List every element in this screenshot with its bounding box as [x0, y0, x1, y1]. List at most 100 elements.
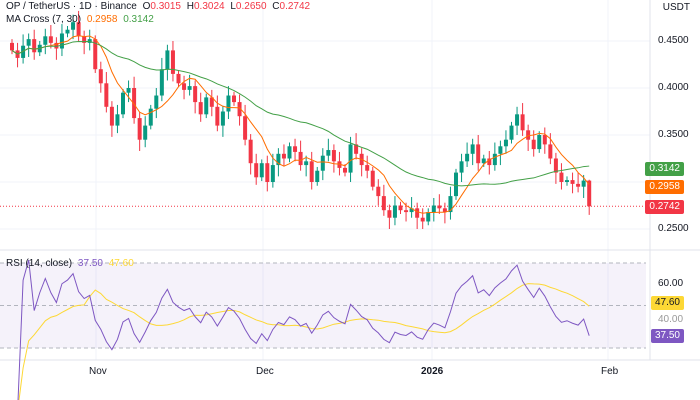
price-tick: 0.3500	[658, 129, 689, 140]
candle-body	[570, 180, 575, 184]
symbol-title: OP / TetherUS · 1D · Binance	[6, 1, 137, 12]
candle-body	[465, 153, 470, 162]
candle-body	[559, 172, 564, 182]
candle-body	[487, 158, 492, 166]
high-label: H	[186, 1, 194, 12]
candle-body	[165, 50, 170, 70]
candle-body	[365, 165, 370, 171]
candle-body	[82, 36, 87, 43]
candle-body	[354, 144, 359, 154]
candle-body	[259, 163, 264, 178]
candle-body	[204, 97, 209, 115]
candle-body	[509, 125, 514, 140]
candle-body	[76, 22, 81, 37]
candle-body	[126, 88, 131, 93]
candle-body	[315, 170, 320, 182]
candle-body	[248, 139, 253, 164]
candle-body	[182, 83, 187, 90]
candle-body	[404, 210, 409, 213]
candle-body	[553, 158, 558, 173]
candle-body	[54, 42, 59, 49]
candle-body	[498, 146, 503, 154]
time-tick: Feb	[601, 366, 619, 377]
candle-body	[32, 39, 37, 53]
candle-body	[104, 83, 109, 107]
candle-body	[132, 88, 137, 119]
candle-body	[281, 153, 286, 159]
candle-body	[420, 217, 425, 222]
candle-body	[198, 102, 203, 115]
open-value: 0.3015	[150, 1, 181, 12]
candle-body	[515, 114, 520, 126]
candle-body	[10, 42, 14, 51]
ma-fast-tag: 0.2958	[645, 180, 684, 194]
candle-body	[381, 196, 386, 211]
candle-body	[309, 161, 314, 182]
last-price-tag: 0.2742	[645, 200, 684, 214]
candle-body	[215, 106, 220, 126]
candle-body	[409, 208, 414, 213]
close-label: C	[272, 1, 280, 12]
candle-body	[71, 22, 76, 30]
candle-body	[370, 170, 375, 187]
candle-body	[121, 92, 125, 115]
candle-body	[304, 161, 309, 166]
candle-body	[542, 135, 547, 145]
price-tick: 0.4500	[658, 35, 689, 46]
ma-slow-line	[11, 40, 590, 187]
candle-body	[526, 130, 531, 140]
rsi-tick: 60.00	[658, 278, 684, 289]
candle-body	[109, 106, 114, 126]
open-label: O	[142, 1, 151, 12]
candle-body	[48, 36, 53, 43]
ma-legend: MA Cross (7, 30) 0.2958 0.3142	[6, 14, 157, 26]
candle-body	[587, 180, 592, 207]
time-tick: Nov	[89, 366, 107, 377]
candle-body	[298, 151, 303, 166]
candle-body	[276, 153, 281, 166]
candle-body	[454, 172, 458, 197]
candle-body	[265, 163, 270, 182]
rsi-value-tag: 37.50	[650, 329, 684, 343]
rsi-tick: 40.00	[658, 314, 684, 325]
candle-body	[470, 144, 475, 154]
time-tick: 2026	[421, 366, 444, 377]
candle-body	[492, 153, 497, 166]
candle-body	[442, 208, 447, 213]
candle-body	[326, 150, 331, 156]
candle-body	[237, 102, 242, 117]
candle-body	[115, 114, 120, 126]
candle-body	[187, 86, 192, 90]
currency-label: USDT	[662, 2, 690, 13]
symbol-legend: OP / TetherUS · 1D · Binance O0.3015 H0.…	[6, 1, 313, 13]
close-value: 0.2742	[279, 1, 311, 12]
candle-body	[476, 144, 481, 164]
candle-body	[143, 125, 148, 140]
candle-body	[59, 33, 64, 49]
candle-body	[26, 39, 31, 46]
candle-body	[270, 165, 275, 182]
candle-body	[520, 114, 525, 131]
rsi-value: 37.50	[77, 258, 103, 269]
candle-body	[348, 144, 353, 173]
candle-body	[193, 86, 198, 103]
candle-body	[159, 69, 164, 96]
candle-body	[331, 150, 336, 162]
candle-body	[320, 155, 325, 171]
time-tick: Dec	[256, 366, 274, 377]
candle-body	[170, 50, 175, 74]
price-tick: 0.2500	[658, 223, 689, 234]
candle-body	[576, 183, 581, 187]
candle-body	[137, 118, 142, 140]
candle-body	[148, 108, 153, 126]
rsi-legend: RSI (14, close) 37.50 47.60	[6, 258, 137, 270]
candle-body	[548, 144, 553, 159]
candle-body	[537, 135, 542, 150]
candle-body	[437, 205, 442, 209]
rsi-ma-value: 47.60	[108, 258, 134, 269]
high-value: 0.3024	[193, 1, 225, 12]
candle-body	[387, 210, 392, 218]
rsi-line	[17, 259, 590, 400]
rsi-label: RSI (14, close)	[6, 258, 73, 269]
